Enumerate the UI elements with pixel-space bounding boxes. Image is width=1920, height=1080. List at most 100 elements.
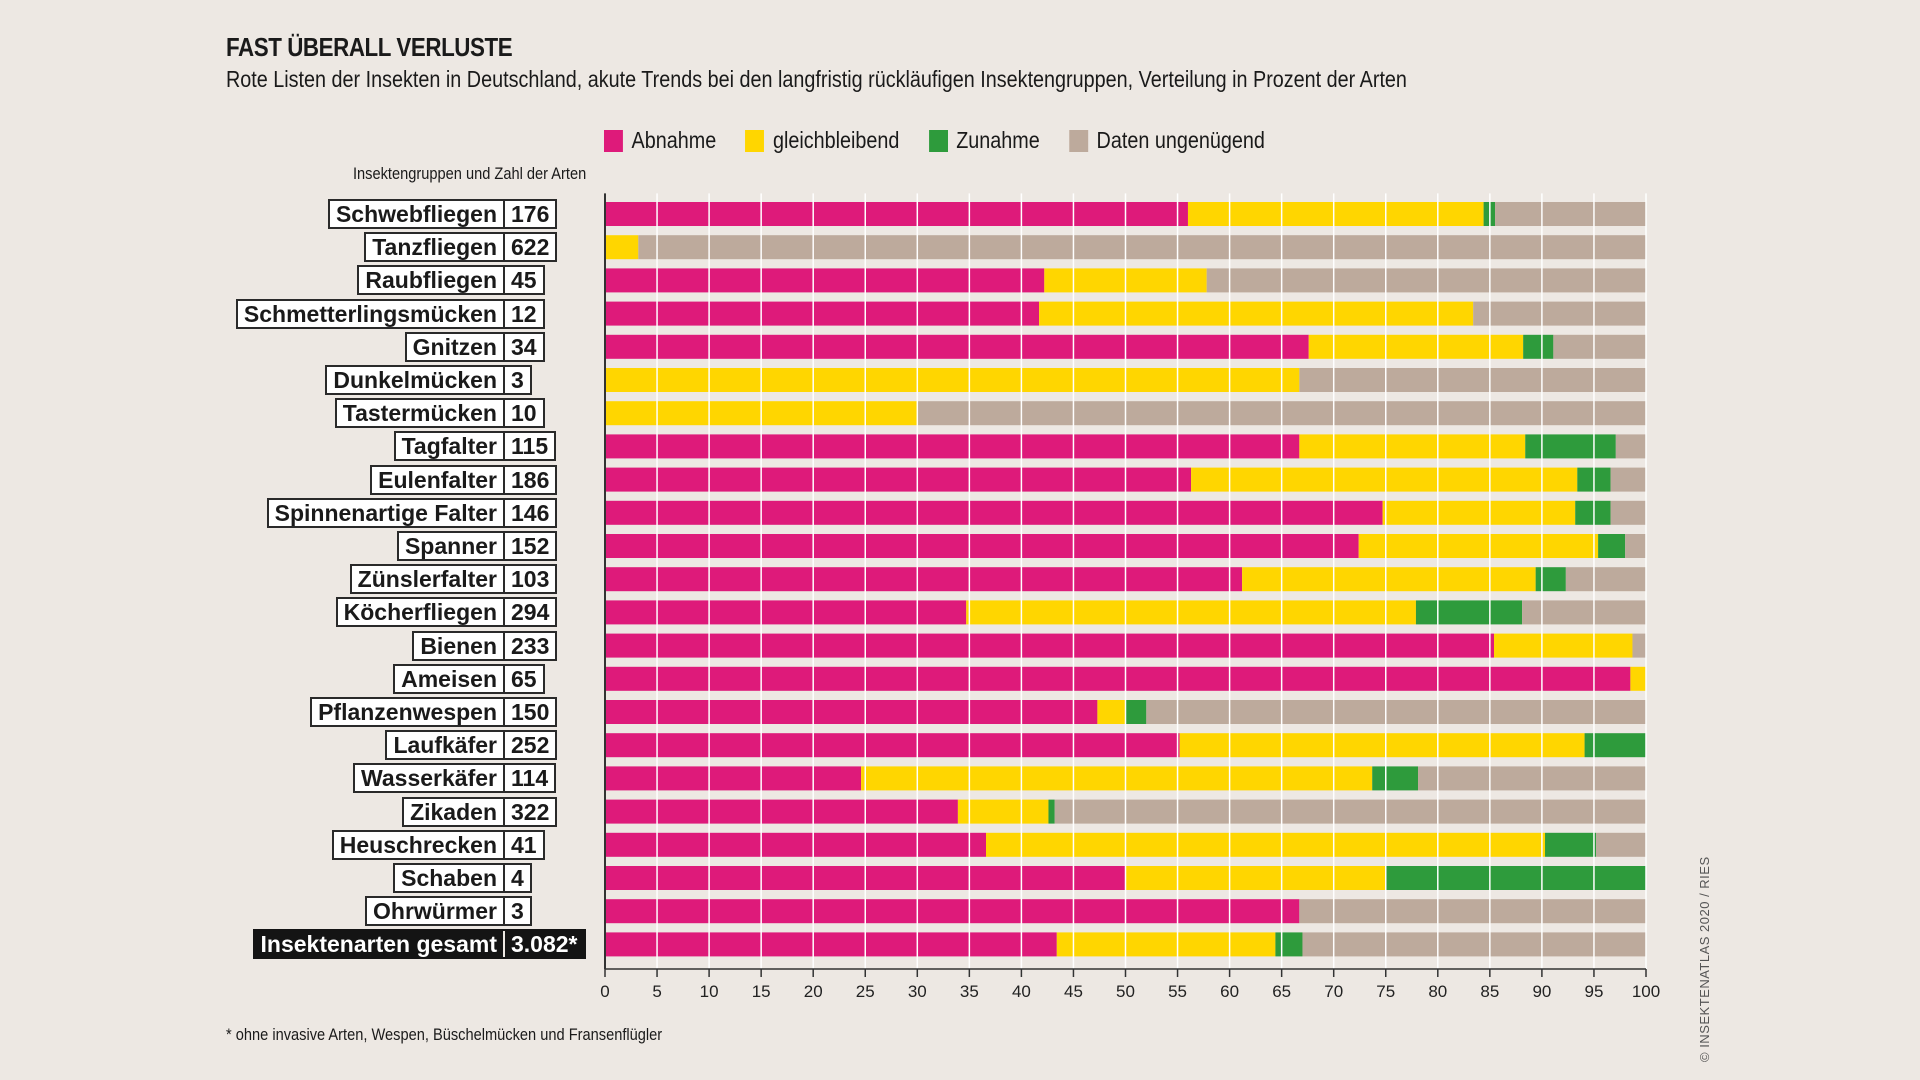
bar-segment-schaben-gleichbleibend (1125, 866, 1386, 890)
category-label-zunslerfalter: Zünslerfalter 103 (349, 564, 558, 595)
category-label-spanner: Spanner 152 (396, 531, 558, 561)
legend-swatch-zunahme (928, 129, 948, 152)
bar-segment-zunslerfalter-abnahme (605, 567, 1243, 592)
bar-segment-zunslerfalter-gleichbleibend (1242, 567, 1536, 592)
x-tick-label-30: 30 (908, 982, 927, 1001)
category-name: Wasserkäfer (355, 765, 505, 792)
bar-segment-kocherfliegen-daten-ungenuegend (1522, 600, 1646, 625)
x-tick-label-80: 80 (1428, 982, 1447, 1001)
bar-row-tagfalter (605, 434, 1646, 459)
bar-segment-tagfalter-gleichbleibend (1299, 434, 1526, 459)
legend-label-abnahme: Abnahme (631, 127, 717, 153)
bar-segment-heuschrecken-abnahme (605, 832, 987, 857)
legend-swatch-daten-ungenuegend (1069, 129, 1088, 152)
bar-segment-bienen-daten-ungenuegend (1632, 633, 1646, 658)
species-count: 114 (511, 765, 549, 792)
bar-row-ohrwurmer (605, 899, 1646, 924)
bar-segment-insektenarten-gesamt-daten-ungenuegend (1302, 932, 1646, 957)
bar-row-eulenfalter (605, 467, 1646, 492)
bar-row-schwebfliegen (605, 202, 1646, 226)
legend-item-abnahme: Abnahme (604, 127, 716, 154)
bar-segment-pflanzenwespen-zunahme (1125, 700, 1147, 724)
category-label-gnitzen: Gnitzen 34 (404, 331, 545, 362)
category-label-tastermucken: Tastermücken 10 (334, 398, 545, 429)
category-name: Tastermücken (337, 400, 505, 427)
legend-item-zunahme: Zunahme (928, 127, 1040, 154)
category-name: Eulenfalter (372, 466, 505, 493)
bar-segment-spinnenartige-falter-daten-ungenuegend (1610, 500, 1646, 525)
species-count: 233 (511, 632, 550, 659)
bar-segment-schmetterlingsmucken-abnahme (605, 301, 1040, 326)
bar-segment-schwebfliegen-daten-ungenuegend (1495, 202, 1646, 226)
bar-row-ameisen (605, 666, 1646, 691)
bar-segment-zikaden-daten-ungenuegend (1054, 799, 1646, 824)
x-tick-label-50: 50 (1116, 982, 1135, 1001)
bar-segment-spinnenartige-falter-gleichbleibend (1382, 500, 1576, 525)
bar-segment-eulenfalter-daten-ungenuegend (1610, 467, 1646, 492)
category-name: Köcherfliegen (338, 599, 505, 626)
x-tick-label-10: 10 (700, 982, 719, 1001)
bar-segment-gnitzen-daten-ungenuegend (1553, 334, 1646, 359)
bar-segment-tagfalter-daten-ungenuegend (1615, 434, 1646, 459)
bar-segment-wasserkafer-daten-ungenuegend (1418, 766, 1646, 791)
bar-segment-spanner-zunahme (1598, 534, 1626, 558)
x-tick-label-100: 100 (1632, 982, 1660, 1001)
x-tick-label-0: 0 (600, 982, 609, 1001)
bar-segment-zunslerfalter-daten-ungenuegend (1565, 567, 1646, 592)
bar-row-spanner (605, 534, 1646, 558)
category-name: Insektenarten gesamt (255, 931, 505, 958)
category-name: Schmetterlingsmücken (238, 300, 505, 327)
footnote: * ohne invasive Arten, Wespen, Büschelmü… (226, 1025, 663, 1044)
category-name: Schwebfliegen (330, 201, 505, 227)
bar-segment-ameisen-gleichbleibend (1630, 666, 1646, 691)
species-count: 45 (511, 267, 537, 294)
groups-heading: Insektengruppen und Zahl der Arten (352, 164, 586, 183)
category-label-kocherfliegen: Köcherfliegen 294 (335, 597, 558, 628)
legend-item-daten-ungenuegend: Daten ungenügend (1069, 127, 1265, 154)
category-label-schwebfliegen: Schwebfliegen 176 (327, 199, 558, 229)
bar-segment-schmetterlingsmucken-daten-ungenuegend (1473, 301, 1646, 326)
bar-row-bienen (605, 633, 1646, 658)
bar-segment-tagfalter-zunahme (1525, 434, 1616, 459)
legend-label-zunahme: Zunahme (956, 127, 1040, 153)
category-label-tagfalter: Tagfalter 115 (393, 431, 557, 462)
bar-segment-raubfliegen-abnahme (605, 268, 1045, 293)
category-name: Gnitzen (407, 333, 505, 360)
species-count: 150 (511, 699, 550, 725)
bar-segment-spanner-gleichbleibend (1358, 534, 1599, 558)
bar-segment-spanner-abnahme (605, 534, 1359, 558)
bar-row-spinnenartige-falter (605, 500, 1646, 525)
bar-segment-bienen-abnahme (605, 633, 1495, 658)
chart-title: FAST ÜBERALL VERLUSTE (226, 32, 513, 62)
x-tick-label-90: 90 (1532, 982, 1551, 1001)
category-label-zikaden: Zikaden 322 (402, 796, 558, 827)
category-label-spinnenartige-falter: Spinnenartige Falter 146 (266, 497, 558, 528)
bar-segment-raubfliegen-daten-ungenuegend (1206, 268, 1646, 293)
species-count: 3 (511, 367, 524, 393)
x-tick-label-95: 95 (1584, 982, 1603, 1001)
bar-segment-tanzfliegen-gleichbleibend (605, 235, 639, 260)
category-name: Spanner (399, 533, 505, 559)
species-count: 103 (511, 566, 550, 593)
category-label-raubfliegen: Raubfliegen 45 (357, 265, 545, 296)
species-count: 176 (511, 201, 550, 227)
bar-segment-spanner-daten-ungenuegend (1625, 534, 1646, 558)
bar-segment-pflanzenwespen-abnahme (605, 700, 1098, 724)
category-name: Zikaden (404, 798, 505, 825)
bar-segment-kocherfliegen-gleichbleibend (966, 600, 1416, 625)
bar-row-heuschrecken (605, 832, 1646, 857)
bar-segment-dunkelmucken-daten-ungenuegend (1299, 368, 1646, 392)
category-label-pflanzenwespen: Pflanzenwespen 150 (310, 697, 558, 727)
bar-segment-schwebfliegen-gleichbleibend (1187, 202, 1484, 226)
species-count: 34 (511, 333, 537, 360)
x-tick-label-15: 15 (752, 982, 771, 1001)
category-label-schmetterlingsmucken: Schmetterlingsmücken 12 (235, 298, 545, 329)
credit: © INSEKTENATLAS 2020 / RIES (1697, 856, 1712, 1062)
species-count: 115 (511, 433, 549, 460)
legend-swatch-gleichbleibend (745, 129, 765, 152)
bar-segment-insektenarten-gesamt-gleichbleibend (1056, 932, 1276, 957)
bar-segment-gnitzen-gleichbleibend (1308, 334, 1524, 359)
x-tick-label-45: 45 (1064, 982, 1083, 1001)
gridlines-layer (656, 193, 1647, 969)
x-tick-label-70: 70 (1324, 982, 1343, 1001)
